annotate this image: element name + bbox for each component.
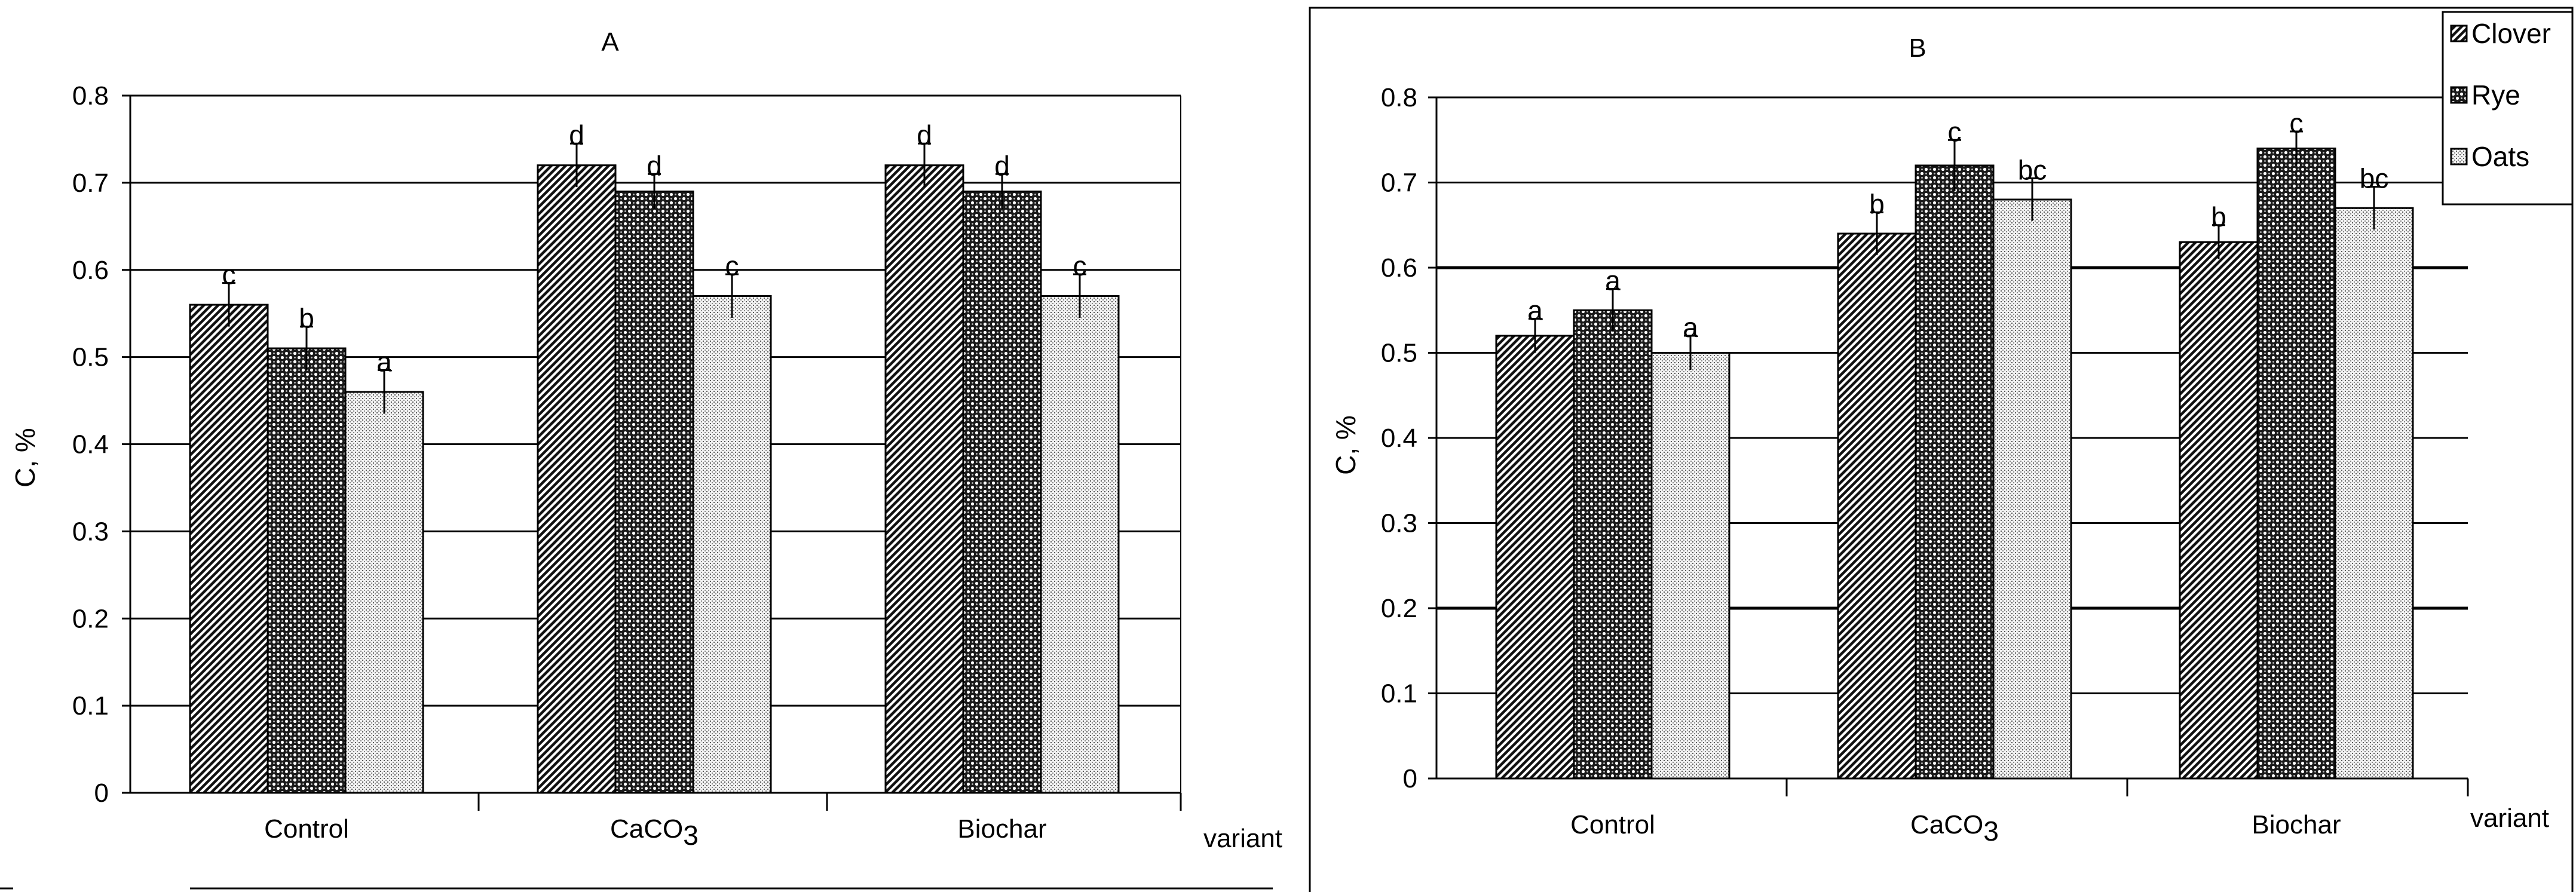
x-category-subscript: 3 (683, 820, 699, 851)
x-category-label: CaCO3 (610, 814, 699, 851)
bar (1040, 295, 1120, 794)
bar (1837, 232, 1917, 780)
bar (2334, 207, 2414, 780)
bar (189, 304, 269, 794)
significance-label: d (917, 119, 932, 151)
y-tick-label: 0.8 (1381, 83, 1417, 112)
bar (2256, 148, 2336, 780)
significance-label: c (2290, 108, 2304, 139)
y-tick-label: 0.2 (72, 604, 109, 633)
bar (962, 190, 1042, 794)
significance-label: c (222, 259, 236, 290)
y-tick-label: 0.1 (72, 691, 109, 721)
bar (614, 190, 694, 794)
y-tick-label: 0.6 (72, 256, 109, 285)
significance-label: a (1527, 295, 1543, 326)
significance-label: b (1869, 188, 1885, 219)
significance-label: d (647, 150, 662, 181)
y-tick-label: 0.6 (1381, 253, 1417, 283)
significance-label: bc (2360, 163, 2389, 194)
bar (692, 295, 772, 794)
y-tick-label: 0.3 (72, 517, 109, 546)
legend: Clover Rye Oats (2442, 11, 2574, 206)
bar (2179, 241, 2259, 780)
significance-label: b (2211, 201, 2226, 232)
x-category-label: CaCO3 (1910, 810, 1999, 847)
y-tick-label: 0.3 (1381, 509, 1417, 538)
y-tick-label: 0 (1403, 764, 1417, 793)
panel-b-border (1309, 7, 2574, 892)
y-tick-label: 0.2 (1381, 594, 1417, 623)
legend-box (2442, 11, 2574, 206)
y-tick-label: 0.7 (1381, 168, 1417, 198)
bar (1650, 352, 1730, 780)
x-category-label: Biochar (957, 814, 1046, 844)
y-tick-label: 0.7 (72, 168, 109, 198)
legend-swatch (2450, 148, 2468, 165)
bar (1992, 198, 2072, 780)
chart-plot-b: 00.10.20.30.40.50.60.70.8aaaControlbcbcC… (1330, 11, 2574, 847)
y-tick-label: 0 (94, 778, 109, 808)
chart-plot-a: 0 0.1 0.2 0.3 0.4 0.5 0.6 0.7 0.8 c b a Control d d c Ca… (10, 27, 1282, 853)
x-axis-label: variant (2470, 804, 2549, 833)
bar (344, 391, 424, 794)
bar (267, 347, 347, 794)
chart-title: A (601, 27, 619, 57)
chart-title: B (1909, 33, 1926, 63)
legend-label: Clover (2471, 18, 2551, 49)
significance-label: a (376, 347, 392, 378)
y-tick-label: 0.1 (1381, 679, 1417, 709)
significance-label: c (1073, 250, 1087, 281)
significance-label: a (1683, 312, 1698, 343)
legend-swatch (2450, 24, 2468, 42)
significance-label: d (569, 119, 584, 151)
y-tick-label: 0.4 (1381, 424, 1417, 453)
significance-label: c (725, 250, 739, 281)
bar (884, 164, 964, 794)
bar (1915, 164, 1995, 780)
significance-label: b (299, 303, 314, 334)
bar (1495, 335, 1575, 780)
bar (1573, 309, 1653, 780)
y-tick-label: 0.8 (72, 81, 109, 111)
legend-swatch (2450, 86, 2468, 104)
significance-label: bc (2018, 154, 2047, 185)
x-category-label: Control (1570, 810, 1655, 839)
bar (537, 164, 617, 794)
y-tick-label: 0.4 (72, 430, 109, 459)
y-axis-label: C, % (1330, 415, 1361, 475)
y-axis-label: C, % (10, 428, 41, 488)
x-category-label: Biochar (2252, 810, 2341, 839)
significance-label: c (1948, 116, 1962, 147)
chart-panel-b (1309, 7, 2574, 892)
significance-label: d (994, 150, 1010, 181)
x-category-label: Control (264, 814, 349, 844)
y-tick-label: 0.5 (1381, 339, 1417, 368)
significance-label: a (1605, 265, 1621, 296)
x-axis-label: variant (1203, 824, 1282, 853)
y-tick-label: 0.5 (72, 343, 109, 372)
legend-label: Oats (2471, 141, 2529, 172)
x-category-subscript: 3 (1983, 816, 1999, 847)
legend-label: Rye (2471, 79, 2520, 111)
